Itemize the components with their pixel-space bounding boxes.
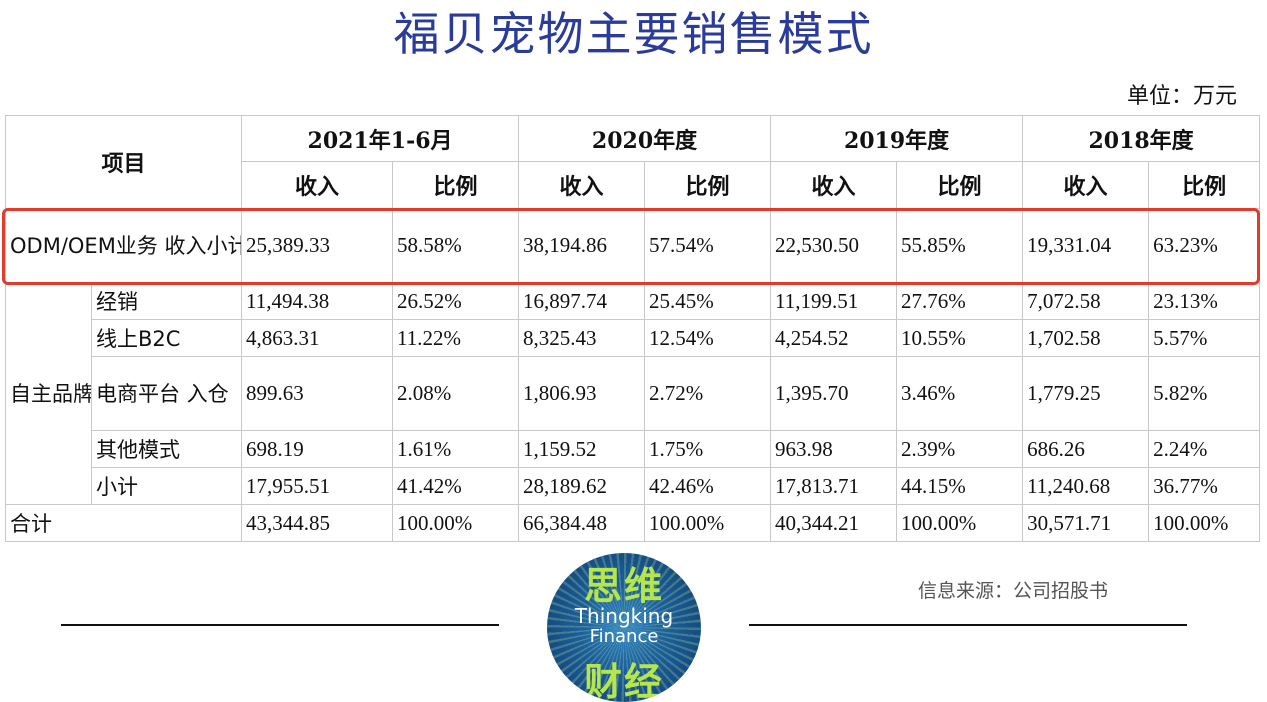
cell-income: 17,955.51 (241, 467, 394, 505)
cell-income: 1,159.52 (518, 430, 646, 468)
row-label: ODM/OEM业务 收入小计 (4, 208, 243, 283)
cell-income: 963.98 (770, 430, 898, 468)
cell-ratio: 41.42% (392, 467, 520, 505)
cell-ratio: 42.46% (644, 467, 772, 505)
cell-ratio: 5.57% (1148, 319, 1261, 357)
header-ratio: 比例 (392, 161, 520, 209)
cell-ratio: 26.52% (392, 282, 520, 320)
cell-ratio: 44.15% (896, 467, 1024, 505)
cell-ratio: 100.00% (392, 504, 520, 542)
header-period: 2021年1-6月 (241, 115, 520, 162)
header-ratio: 比例 (1148, 161, 1261, 209)
cell-ratio: 58.58% (392, 208, 520, 283)
row-label: 线上B2C (90, 319, 243, 357)
cell-ratio: 5.82% (1148, 356, 1261, 431)
cell-ratio: 23.13% (1148, 282, 1261, 320)
cell-income: 4,254.52 (770, 319, 898, 357)
logo-rays (547, 553, 701, 702)
cell-income: 899.63 (241, 356, 394, 431)
cell-ratio: 55.85% (896, 208, 1024, 283)
cell-ratio: 100.00% (896, 504, 1024, 542)
table-row: 线上B2C 4,863.31 11.22% 8,325.43 12.54% 4,… (6, 319, 1261, 357)
cell-income: 25,389.33 (241, 208, 394, 283)
cell-ratio: 3.46% (896, 356, 1024, 431)
cell-income: 38,194.86 (518, 208, 646, 283)
header-ratio: 比例 (896, 161, 1024, 209)
row-label: 小计 (90, 467, 243, 505)
cell-income: 11,240.68 (1022, 467, 1150, 505)
cell-income: 66,384.48 (518, 504, 646, 542)
cell-income: 7,072.58 (1022, 282, 1150, 320)
table-row: 小计 17,955.51 41.42% 28,189.62 42.46% 17,… (6, 467, 1261, 505)
cell-income: 43,344.85 (241, 504, 394, 542)
header-item: 项目 (4, 115, 243, 209)
cell-income: 4,863.31 (241, 319, 394, 357)
header-income: 收入 (770, 161, 898, 209)
cell-ratio: 10.55% (896, 319, 1024, 357)
cell-income: 40,344.21 (770, 504, 898, 542)
cell-ratio: 2.08% (392, 356, 520, 431)
row-label: 电商平台 入仓 (90, 356, 243, 431)
cell-ratio: 63.23% (1148, 208, 1261, 283)
total-row: 合计 43,344.85 100.00% 66,384.48 100.00% 4… (4, 504, 1261, 542)
cell-ratio: 36.77% (1148, 467, 1261, 505)
header-income: 收入 (1022, 161, 1150, 209)
header-period: 2020年度 (518, 115, 772, 162)
cell-income: 1,702.58 (1022, 319, 1150, 357)
cell-ratio: 1.61% (392, 430, 520, 468)
cell-income: 8,325.43 (518, 319, 646, 357)
header-income: 收入 (241, 161, 394, 209)
cell-ratio: 2.39% (896, 430, 1024, 468)
cell-ratio: 27.76% (896, 282, 1024, 320)
cell-income: 16,897.74 (518, 282, 646, 320)
cell-ratio: 100.00% (644, 504, 772, 542)
cell-income: 1,806.93 (518, 356, 646, 431)
source-note: 信息来源：公司招股书 (918, 580, 1109, 602)
cell-ratio: 1.75% (644, 430, 772, 468)
thinking-finance-logo: 思维 Thingking Finance 财经 (547, 553, 701, 702)
row-label: 其他模式 (90, 430, 243, 468)
cell-income: 1,395.70 (770, 356, 898, 431)
divider-right (749, 624, 1187, 626)
logo-en-line2: Finance (589, 626, 659, 647)
row-label: 经销 (90, 282, 243, 320)
page-title: 福贝宠物主要销售模式 (393, 7, 874, 61)
cell-ratio: 57.54% (644, 208, 772, 283)
cell-income: 698.19 (241, 430, 394, 468)
cell-ratio: 2.24% (1148, 430, 1261, 468)
header-period: 2018年度 (1022, 115, 1261, 162)
table-row: 电商平台 入仓 899.63 2.08% 1,806.93 2.72% 1,39… (6, 356, 1261, 431)
cell-ratio: 11.22% (392, 319, 520, 357)
group-label: 自主品牌业务 (5, 282, 92, 505)
table-row: 其他模式 698.19 1.61% 1,159.52 1.75% 963.98 … (6, 430, 1261, 468)
header-period: 2019年度 (770, 115, 1024, 162)
cell-income: 17,813.71 (770, 467, 898, 505)
logo-cn-top: 思维 (583, 564, 664, 608)
cell-income: 22,530.50 (770, 208, 898, 283)
cell-ratio: 100.00% (1148, 504, 1261, 542)
cell-ratio: 25.45% (644, 282, 772, 320)
sales-mode-table: 项目 2021年1-6月 2020年度 2019年度 2018年度 收入 比例 … (4, 115, 1261, 542)
cell-income: 30,571.71 (1022, 504, 1150, 542)
logo-en-line1: Thingking (574, 604, 674, 628)
table-row: 自主品牌业务 经销 11,494.38 26.52% 16,897.74 25.… (5, 282, 1261, 505)
cell-income: 19,331.04 (1022, 208, 1150, 283)
header-row-periods: 项目 2021年1-6月 2020年度 2019年度 2018年度 (4, 115, 1261, 209)
unit-label: 单位：万元 (1126, 84, 1237, 109)
cell-ratio: 12.54% (644, 319, 772, 357)
cell-ratio: 2.72% (644, 356, 772, 431)
header-ratio: 比例 (644, 161, 772, 209)
cell-income: 686.26 (1022, 430, 1150, 468)
cell-income: 28,189.62 (518, 467, 646, 505)
cell-income: 11,199.51 (770, 282, 898, 320)
logo-cn-bottom: 财经 (583, 660, 664, 702)
header-income: 收入 (518, 161, 646, 209)
divider-left (61, 624, 499, 626)
cell-income: 1,779.25 (1022, 356, 1150, 431)
odm-oem-row: ODM/OEM业务 收入小计 25,389.33 58.58% 38,194.8… (4, 208, 1261, 283)
cell-income: 11,494.38 (241, 282, 394, 320)
row-label: 合计 (4, 504, 243, 542)
